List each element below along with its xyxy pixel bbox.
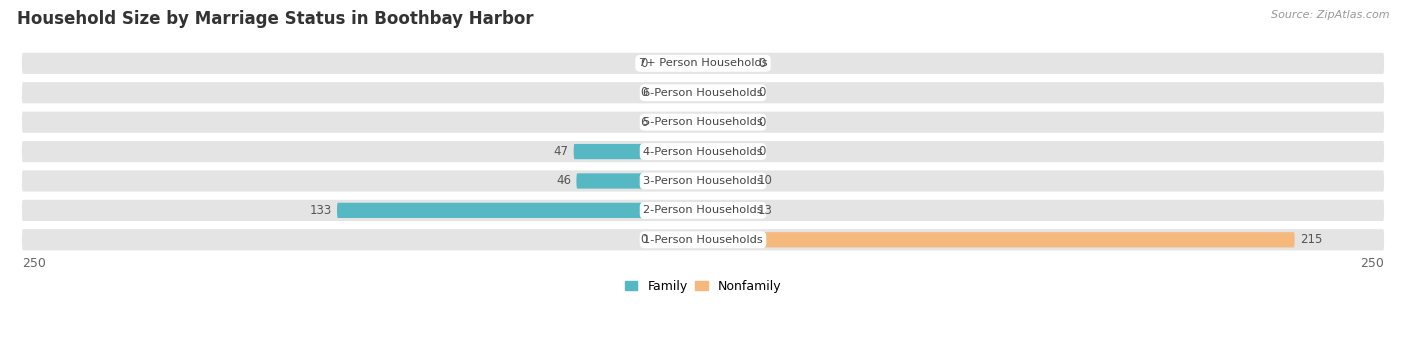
Text: 46: 46 (555, 175, 571, 188)
Text: Household Size by Marriage Status in Boothbay Harbor: Household Size by Marriage Status in Boo… (17, 10, 533, 28)
Text: 1-Person Households: 1-Person Households (643, 235, 763, 245)
FancyBboxPatch shape (337, 203, 703, 218)
FancyBboxPatch shape (22, 170, 1384, 192)
FancyBboxPatch shape (654, 232, 703, 248)
FancyBboxPatch shape (22, 141, 1384, 162)
FancyBboxPatch shape (22, 82, 1384, 103)
Text: 3-Person Households: 3-Person Households (643, 176, 763, 186)
Text: 0: 0 (758, 116, 765, 129)
Legend: Family, Nonfamily: Family, Nonfamily (620, 275, 786, 298)
Text: 13: 13 (758, 204, 773, 217)
FancyBboxPatch shape (22, 229, 1384, 250)
FancyBboxPatch shape (654, 115, 703, 130)
Text: 6: 6 (641, 116, 648, 129)
FancyBboxPatch shape (574, 144, 703, 159)
Text: 133: 133 (309, 204, 332, 217)
FancyBboxPatch shape (703, 115, 752, 130)
FancyBboxPatch shape (22, 53, 1384, 74)
Text: 2-Person Households: 2-Person Households (643, 205, 763, 216)
Text: 4-Person Households: 4-Person Households (643, 147, 763, 157)
FancyBboxPatch shape (703, 85, 752, 100)
FancyBboxPatch shape (703, 203, 752, 218)
Text: Source: ZipAtlas.com: Source: ZipAtlas.com (1271, 10, 1389, 20)
Text: 0: 0 (758, 145, 765, 158)
Text: 250: 250 (1360, 257, 1384, 270)
Text: 215: 215 (1301, 233, 1323, 246)
FancyBboxPatch shape (22, 112, 1384, 133)
FancyBboxPatch shape (576, 173, 703, 189)
FancyBboxPatch shape (703, 173, 752, 189)
FancyBboxPatch shape (703, 144, 752, 159)
FancyBboxPatch shape (654, 85, 703, 100)
FancyBboxPatch shape (703, 56, 752, 71)
Text: 10: 10 (758, 175, 773, 188)
FancyBboxPatch shape (22, 200, 1384, 221)
Text: 47: 47 (553, 145, 568, 158)
Text: 0: 0 (641, 57, 648, 70)
FancyBboxPatch shape (703, 232, 1295, 248)
Text: 0: 0 (641, 233, 648, 246)
Text: 0: 0 (758, 86, 765, 99)
Text: 7+ Person Households: 7+ Person Households (638, 58, 768, 68)
Text: 0: 0 (758, 57, 765, 70)
Text: 5-Person Households: 5-Person Households (643, 117, 763, 127)
Text: 6-Person Households: 6-Person Households (643, 88, 763, 98)
FancyBboxPatch shape (654, 56, 703, 71)
Text: 250: 250 (22, 257, 46, 270)
Text: 0: 0 (641, 86, 648, 99)
